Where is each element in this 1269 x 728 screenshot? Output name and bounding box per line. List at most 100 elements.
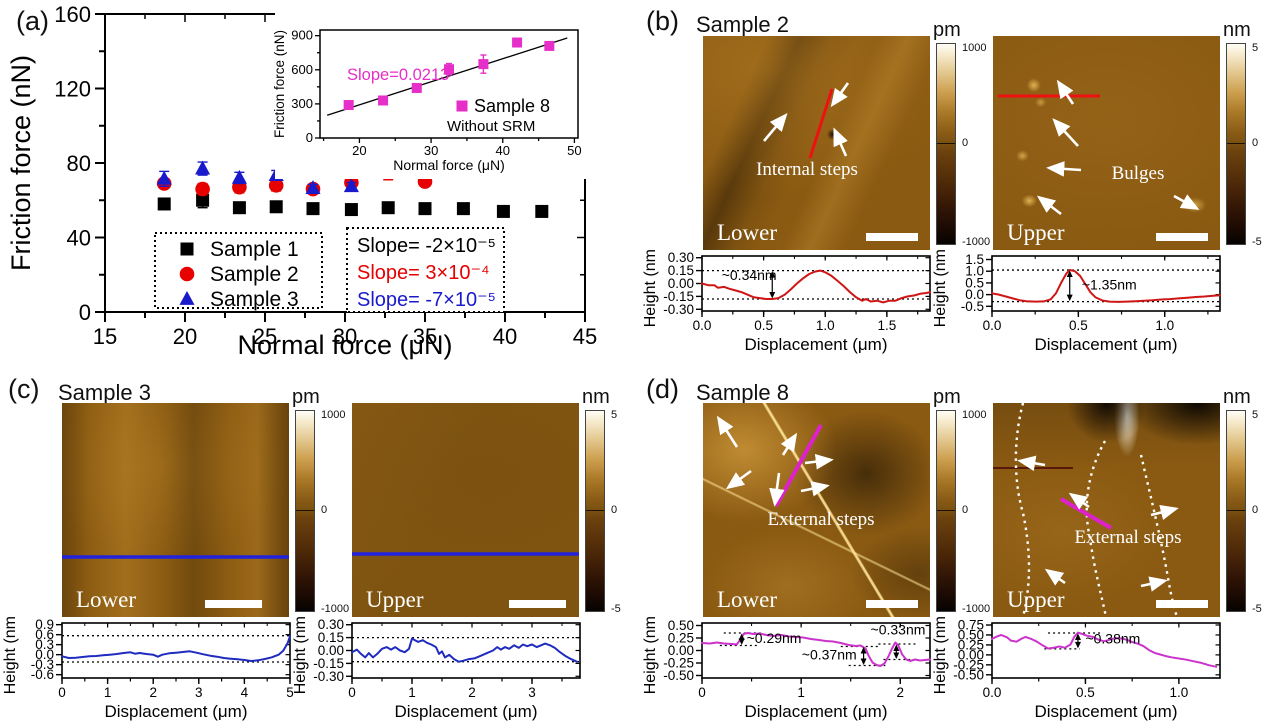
colorbar-tick: 0 bbox=[1252, 504, 1259, 517]
svg-text:0.0: 0.0 bbox=[983, 685, 1002, 700]
svg-text:Displacement (μm): Displacement (μm) bbox=[745, 335, 888, 354]
svg-text:0: 0 bbox=[306, 130, 313, 145]
afm-image-d-upper: External steps Upper bbox=[993, 403, 1220, 617]
colorbar-tick: 5 bbox=[1252, 42, 1259, 54]
svg-text:4: 4 bbox=[241, 685, 249, 700]
svg-text:1.0: 1.0 bbox=[965, 264, 984, 279]
svg-text:20: 20 bbox=[352, 143, 366, 158]
svg-text:Height (nm): Height (nm) bbox=[932, 616, 949, 694]
svg-text:1.0: 1.0 bbox=[816, 318, 835, 333]
svg-text:-0.5: -0.5 bbox=[961, 299, 984, 314]
svg-text:-0.15: -0.15 bbox=[663, 289, 694, 304]
colorbar-tick: -1000 bbox=[962, 236, 991, 248]
svg-text:0.0: 0.0 bbox=[35, 647, 54, 662]
colorbar-tick: -5 bbox=[611, 603, 621, 615]
svg-text:Displacement (μm): Displacement (μm) bbox=[745, 702, 888, 721]
afm-overlay: Bulges Upper bbox=[998, 79, 1208, 245]
svg-text:Displacement (μm): Displacement (μm) bbox=[1035, 335, 1178, 354]
svg-text:600: 600 bbox=[291, 62, 313, 77]
svg-text:40: 40 bbox=[67, 226, 91, 251]
svg-text:50: 50 bbox=[567, 143, 581, 158]
svg-text:0.0: 0.0 bbox=[693, 318, 712, 333]
svg-text:5: 5 bbox=[286, 685, 294, 700]
svg-text:Upper: Upper bbox=[1007, 220, 1065, 245]
colorbar-b-pm: pm 1000 0 -1000 bbox=[933, 19, 994, 248]
afm-overlay: External steps Lower bbox=[716, 415, 918, 612]
svg-text:External steps: External steps bbox=[1074, 527, 1181, 548]
svg-text:~0.34nm: ~0.34nm bbox=[722, 267, 777, 283]
svg-text:1: 1 bbox=[408, 685, 416, 700]
svg-text:20: 20 bbox=[173, 324, 197, 349]
svg-text:Friction force (nN): Friction force (nN) bbox=[272, 30, 287, 138]
svg-text:Sample 8: Sample 8 bbox=[474, 96, 550, 116]
svg-text:Height (nm): Height (nm) bbox=[2, 616, 19, 694]
height-profile-d-lower: 0 1 2 0.500.250.00-0.25-0.50 Displacement (μ… bbox=[642, 616, 931, 721]
svg-text:~0.37nm: ~0.37nm bbox=[802, 647, 857, 663]
svg-text:0: 0 bbox=[79, 300, 91, 325]
svg-text:Upper: Upper bbox=[1007, 587, 1065, 612]
colorbar-c-pm: pm 1000 0 -1000 bbox=[292, 387, 353, 615]
svg-text:Internal steps: Internal steps bbox=[756, 159, 858, 180]
colorbar-c-nm: nm 5 0 -5 bbox=[582, 386, 643, 615]
svg-text:45: 45 bbox=[573, 324, 597, 349]
svg-text:Without SRM: Without SRM bbox=[447, 118, 535, 135]
svg-text:-0.30: -0.30 bbox=[313, 669, 344, 684]
svg-text:1.5: 1.5 bbox=[965, 252, 984, 267]
svg-text:40: 40 bbox=[493, 324, 517, 349]
svg-text:0.30: 0.30 bbox=[318, 617, 344, 632]
svg-text:25: 25 bbox=[253, 324, 277, 349]
afm-overlay: External steps Upper bbox=[1007, 403, 1208, 617]
friction-force-chart: 15 20 25 30 35 40 45 0 40 80 120 160 Normal force (μ… bbox=[6, 2, 597, 360]
svg-text:3: 3 bbox=[528, 685, 536, 700]
svg-text:0.00: 0.00 bbox=[318, 643, 344, 658]
svg-text:1.0: 1.0 bbox=[1155, 318, 1174, 333]
svg-text:Height (nm): Height (nm) bbox=[642, 616, 659, 694]
svg-text:900: 900 bbox=[291, 28, 313, 43]
colorbar-tick: -1000 bbox=[962, 603, 991, 615]
svg-text:Sample 2: Sample 2 bbox=[210, 263, 299, 286]
svg-text:Sample 3: Sample 3 bbox=[210, 288, 299, 311]
colorbar-gradient: 5 0 -5 bbox=[585, 409, 621, 615]
svg-text:2: 2 bbox=[149, 685, 157, 700]
svg-text:-0.25: -0.25 bbox=[953, 657, 984, 672]
colorbar-tick: 5 bbox=[611, 409, 618, 421]
panel-d-title: Sample 8 bbox=[696, 380, 789, 405]
svg-text:Lower: Lower bbox=[76, 587, 136, 612]
svg-text:80: 80 bbox=[67, 151, 91, 176]
colorbar-unit-label: nm bbox=[582, 386, 610, 408]
svg-text:0.3: 0.3 bbox=[35, 637, 54, 652]
afm-image-d-lower: External steps Lower bbox=[703, 403, 930, 617]
svg-text:Height (nm): Height (nm) bbox=[932, 249, 949, 327]
svg-text:1: 1 bbox=[797, 685, 805, 700]
colorbar-d-pm: pm 1000 0 -1000 bbox=[933, 387, 994, 615]
colorbar-unit-label: pm bbox=[933, 19, 961, 41]
svg-text:0.75: 0.75 bbox=[958, 617, 984, 632]
svg-text:0: 0 bbox=[698, 685, 706, 700]
svg-text:0.5: 0.5 bbox=[965, 275, 984, 290]
svg-text:Slope= -2×10⁻⁵: Slope= -2×10⁻⁵ bbox=[357, 235, 496, 257]
colorbar-tick: 1000 bbox=[321, 409, 346, 421]
height-profile-b-lower: 0.0 0.5 1.0 1.5 0.300.150.00-0.15-0.30 Displa… bbox=[642, 249, 931, 354]
svg-text:300: 300 bbox=[291, 96, 313, 111]
height-profile-c-lower: 0 1 2 3 4 5 0.90.60.30.0-0.3-0.6 Displacement (… bbox=[2, 616, 294, 721]
afm-overlay: Lower bbox=[62, 555, 289, 612]
colorbar-tick: 0 bbox=[1252, 137, 1259, 150]
svg-text:Normal force (μN): Normal force (μN) bbox=[393, 157, 505, 173]
svg-text:2: 2 bbox=[468, 685, 476, 700]
svg-text:Height (nm): Height (nm) bbox=[292, 616, 309, 694]
colorbar-tick: -1000 bbox=[321, 603, 350, 615]
svg-text:120: 120 bbox=[54, 77, 91, 102]
svg-text:0: 0 bbox=[58, 685, 66, 700]
svg-text:30: 30 bbox=[424, 143, 438, 158]
svg-text:3: 3 bbox=[195, 685, 203, 700]
svg-text:0.00: 0.00 bbox=[668, 643, 694, 658]
svg-text:-0.6: -0.6 bbox=[31, 667, 54, 682]
svg-text:-0.15: -0.15 bbox=[313, 656, 344, 671]
svg-text:1.0: 1.0 bbox=[1169, 685, 1188, 700]
afm-image-c-lower: Lower bbox=[62, 403, 289, 617]
svg-text:-0.3: -0.3 bbox=[31, 657, 54, 672]
svg-text:160: 160 bbox=[54, 2, 91, 27]
svg-text:~1.35nm: ~1.35nm bbox=[1082, 276, 1137, 292]
svg-text:-0.50: -0.50 bbox=[953, 667, 984, 682]
